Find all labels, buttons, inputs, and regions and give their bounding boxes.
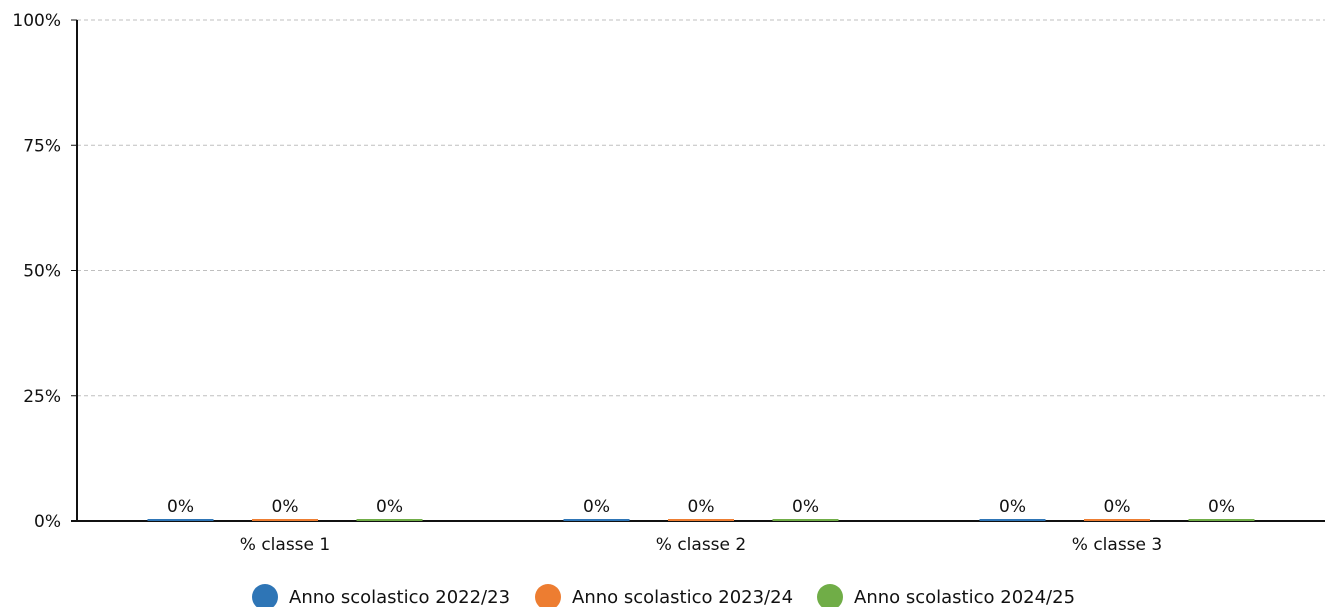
legend-label: Anno scolastico 2022/23 (289, 587, 510, 607)
data-label: 0% (272, 497, 299, 517)
legend-swatch (535, 584, 561, 607)
data-label: 0% (688, 497, 715, 517)
legend-item: Anno scolastico 2024/25 (817, 584, 1075, 607)
y-tick-label: 50% (23, 262, 61, 282)
y-tick-label: 25% (23, 387, 61, 407)
bar-layer (147, 519, 1255, 521)
bar (1084, 519, 1150, 521)
legend-item: Anno scolastico 2022/23 (252, 584, 510, 607)
grid-layer (77, 19, 1325, 397)
bar (772, 519, 839, 521)
data-label: 0% (167, 497, 194, 517)
bar (668, 519, 734, 521)
legend-label: Anno scolastico 2023/24 (572, 587, 793, 607)
legend-label: Anno scolastico 2024/25 (854, 587, 1075, 607)
bar (252, 519, 318, 521)
data-label: 0% (999, 497, 1026, 517)
bar (147, 519, 214, 521)
x-tick-label: % classe 2 (656, 535, 746, 555)
legend-swatch (817, 584, 843, 607)
x-tick-label: % classe 3 (1072, 535, 1162, 555)
data-label: 0% (583, 497, 610, 517)
y-tick-label: 0% (34, 512, 61, 532)
bar (979, 519, 1046, 521)
data-label: 0% (1104, 497, 1131, 517)
y-tick-label: 100% (12, 11, 61, 31)
axis-layer: 0% 25% 50% 75% 100% (12, 11, 1325, 532)
x-tick-label: % classe 1 (240, 535, 330, 555)
legend-swatch (252, 584, 278, 607)
bar (1188, 519, 1255, 521)
data-label: 0% (1208, 497, 1235, 517)
y-tick-label: 75% (23, 136, 61, 156)
data-label: 0% (376, 497, 403, 517)
label-layer: 0% 0% 0% % classe 1 0% 0% 0% % classe 2 0% 0% 0% % … (167, 497, 1235, 555)
legend: Anno scolastico 2022/23 Anno scolastico 2… (252, 584, 1075, 607)
bar (563, 519, 630, 521)
bar (356, 519, 423, 521)
legend-item: Anno scolastico 2023/24 (535, 584, 793, 607)
data-label: 0% (792, 497, 819, 517)
